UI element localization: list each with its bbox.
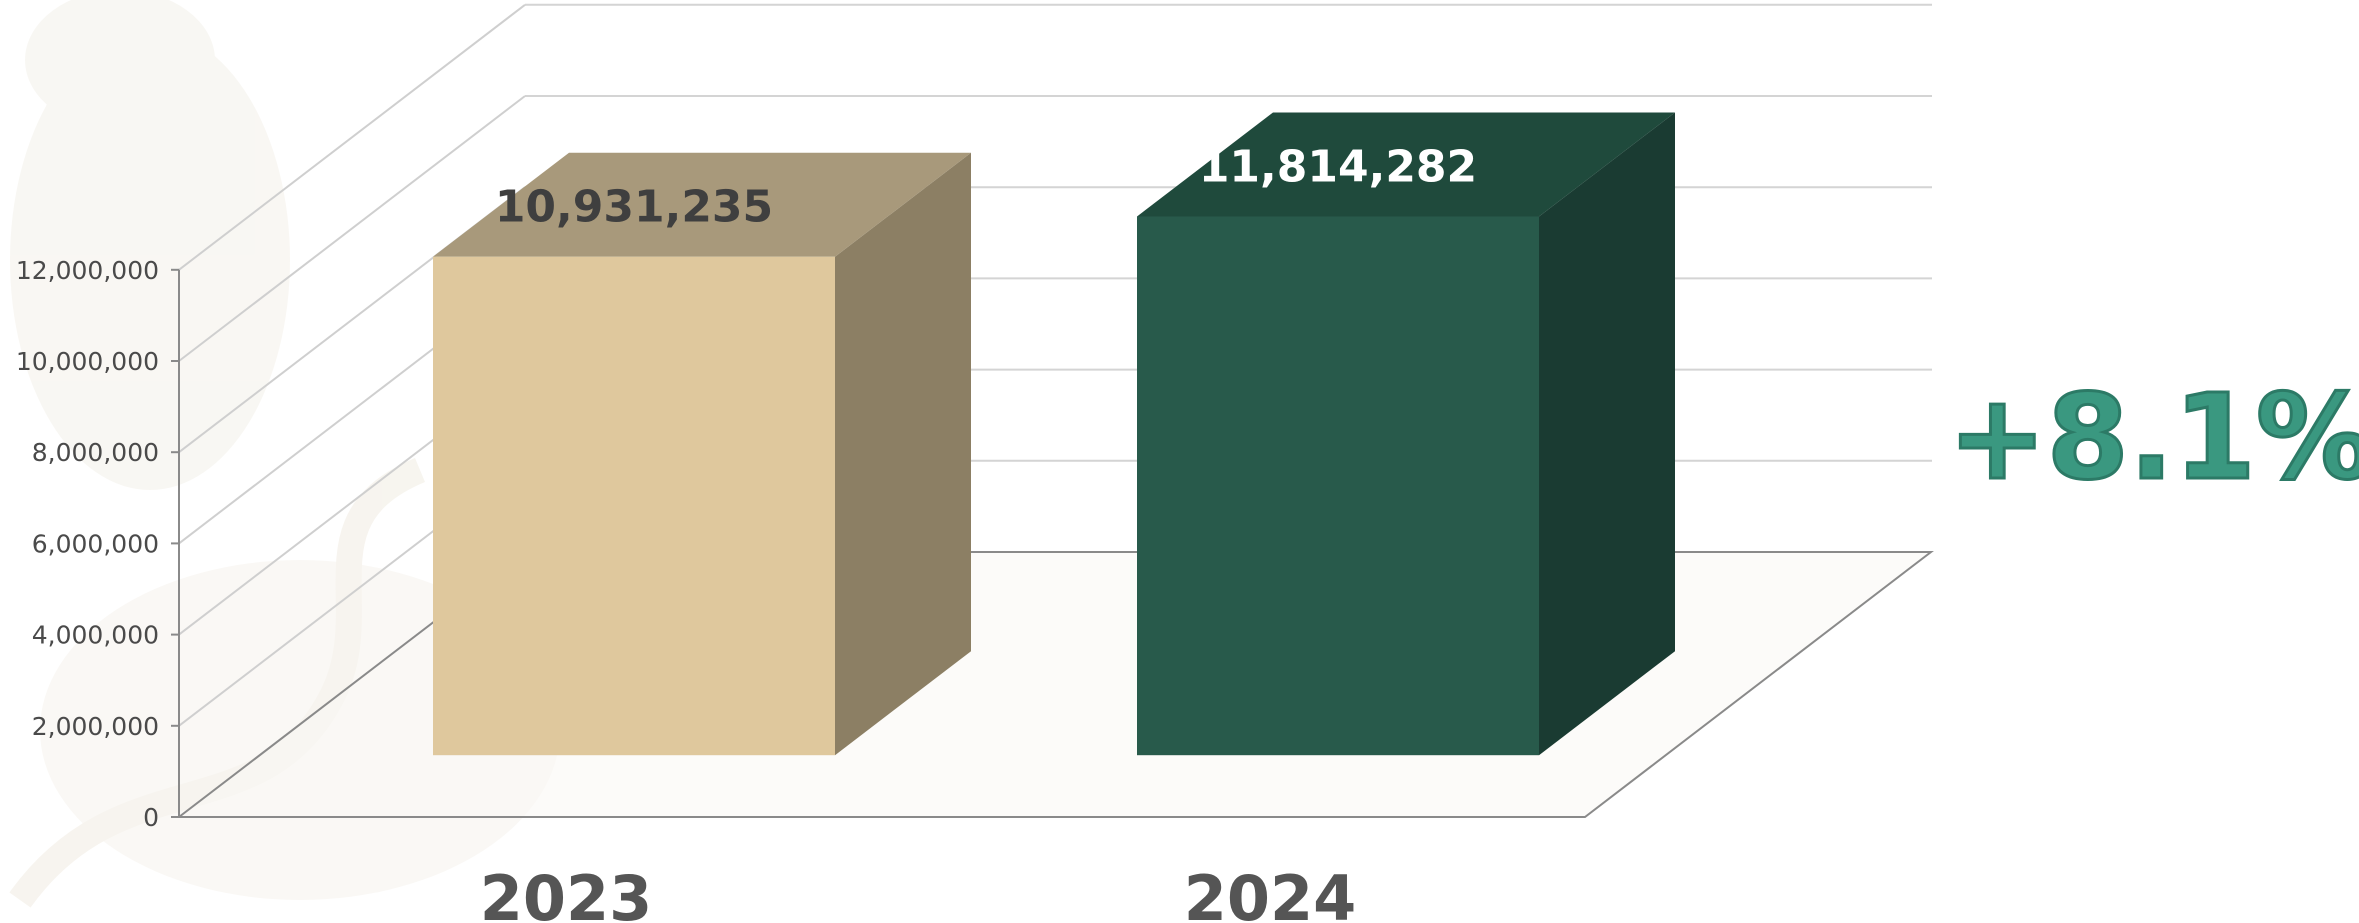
bar-front-face: [433, 256, 835, 756]
y-tick-label: 8,000,000: [32, 438, 159, 467]
bar-2023: 10,931,235: [433, 152, 971, 756]
side-gridline: [178, 4, 526, 271]
data-label-2023: 10,931,235: [495, 182, 773, 233]
y-tick-label: 6,000,000: [32, 529, 159, 558]
x-category-label-2024: 2024: [1184, 862, 1357, 923]
bar-2024: 11,814,282: [1137, 112, 1675, 756]
data-label-2024: 11,814,282: [1199, 141, 1477, 192]
percent-change-annotation: +8.1%: [1948, 368, 2359, 506]
y-axis: 0 2,000,000 4,000,000 6,000,000 8,000,000 10,…: [16, 256, 180, 832]
bar-front-face: [1137, 216, 1539, 756]
bar-top-face: [1137, 112, 1675, 217]
bars: 10,931,235 11,814,282: [433, 112, 1675, 756]
bar-top-face: [433, 152, 971, 257]
y-tick-label: 4,000,000: [32, 621, 159, 650]
y-tick-label: 10,000,000: [16, 347, 159, 376]
bar-side-face: [1539, 112, 1675, 756]
y-tick-label: 2,000,000: [32, 712, 159, 741]
y-tick-label: 12,000,000: [16, 256, 159, 285]
x-category-label-2023: 2023: [480, 862, 653, 923]
y-tick-label: 0: [143, 803, 159, 832]
category-labels: 2023 2024: [480, 862, 1357, 923]
side-gridline: [178, 95, 526, 362]
bar-side-face: [835, 152, 971, 756]
